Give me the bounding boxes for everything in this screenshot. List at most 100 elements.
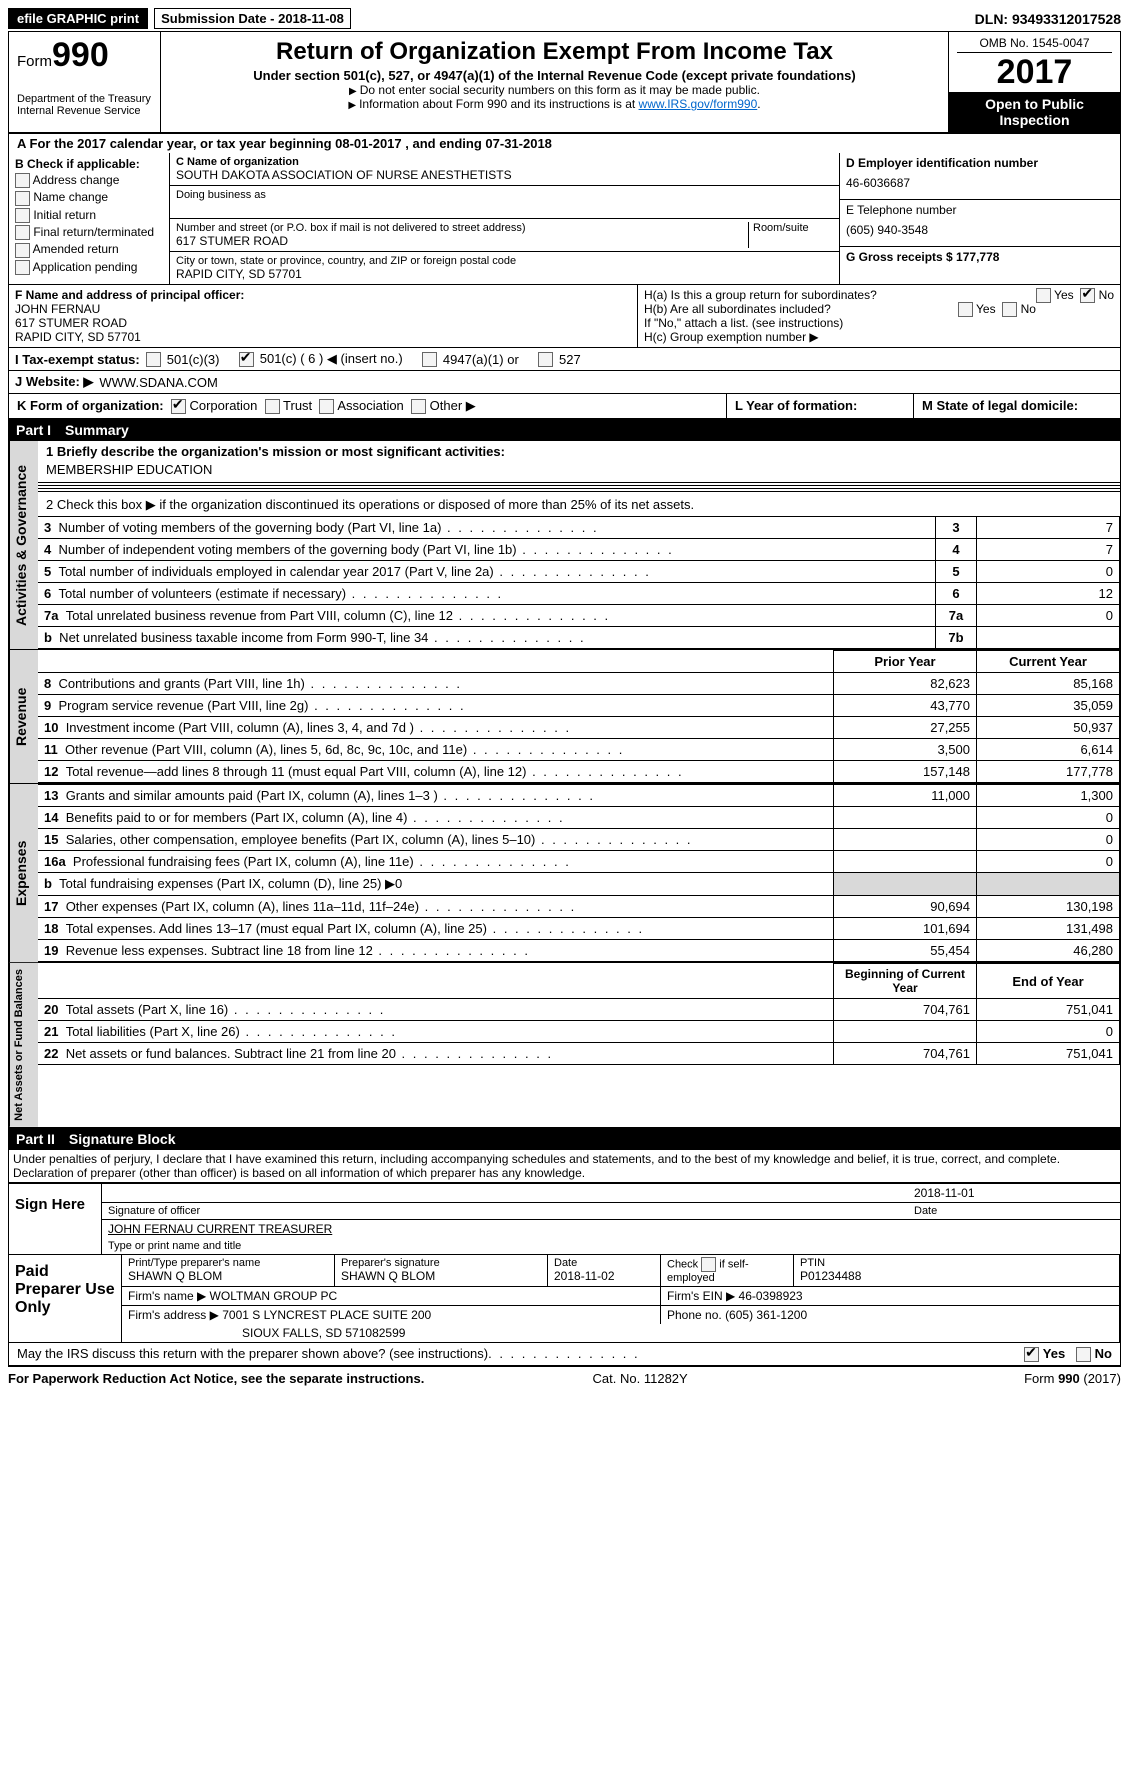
table-row: b Total fundraising expenses (Part IX, c…: [38, 873, 1120, 896]
preparer-sig: SHAWN Q BLOM: [341, 1269, 541, 1283]
table-row: 18 Total expenses. Add lines 13–17 (must…: [38, 918, 1120, 940]
line1-value: MEMBERSHIP EDUCATION: [38, 462, 1120, 480]
revenue-table: Prior YearCurrent Year 8 Contributions a…: [38, 650, 1120, 783]
dln: DLN: 93493312017528: [975, 11, 1121, 27]
line-i: I Tax-exempt status: 501(c)(3) 501(c) ( …: [8, 348, 1121, 371]
street: 617 STUMER ROAD: [176, 234, 744, 248]
form-header: Form990 Department of the Treasury Inter…: [8, 31, 1121, 134]
submission-date: Submission Date - 2018-11-08: [154, 8, 351, 29]
part2-header: Part IISignature Block: [8, 1128, 1121, 1150]
table-row: 3 Number of voting members of the govern…: [38, 517, 1120, 539]
ssn-note: Do not enter social security numbers on …: [169, 83, 940, 97]
col-deg: D Employer identification number 46-6036…: [840, 153, 1120, 284]
firm-city: SIOUX FALLS, SD 571082599: [122, 1324, 1120, 1342]
cb-initial[interactable]: Initial return: [33, 208, 96, 222]
org-name: SOUTH DAKOTA ASSOCIATION OF NURSE ANESTH…: [176, 168, 833, 182]
line2: 2 Check this box ▶ if the organization d…: [38, 494, 1120, 516]
paperwork-notice: For Paperwork Reduction Act Notice, see …: [8, 1371, 424, 1386]
info-note: Information about Form 990 and its instr…: [169, 97, 940, 111]
table-row: 11 Other revenue (Part VIII, column (A),…: [38, 739, 1120, 761]
sect-balances: Net Assets or Fund Balances Beginning of…: [8, 963, 1121, 1128]
table-row: 4 Number of independent voting members o…: [38, 539, 1120, 561]
preparer-label: Paid Preparer Use Only: [9, 1255, 122, 1342]
cb-final[interactable]: Final return/terminated: [33, 225, 154, 239]
firm-phone: (605) 361-1200: [725, 1308, 807, 1322]
dept-treasury: Department of the Treasury: [17, 93, 152, 105]
table-row: 21 Total liabilities (Part X, line 26)0: [38, 1021, 1120, 1043]
officer-label: F Name and address of principal officer:: [15, 288, 631, 302]
sig-date: 2018-11-01: [914, 1186, 1114, 1200]
org-name-label: C Name of organization: [176, 156, 833, 168]
sect-governance: Activities & Governance 1 Briefly descri…: [8, 441, 1121, 650]
vtab-governance: Activities & Governance: [9, 441, 38, 649]
firm-address: 7001 S LYNCREST PLACE SUITE 200: [222, 1308, 431, 1322]
sig-officer-label: Signature of officer: [108, 1205, 914, 1217]
table-row: 15 Salaries, other compensation, employe…: [38, 829, 1120, 851]
room-label: Room/suite: [753, 222, 833, 234]
footer: For Paperwork Reduction Act Notice, see …: [8, 1366, 1121, 1386]
line-a: A For the 2017 calendar year, or tax yea…: [8, 134, 1121, 153]
balance-table: Beginning of Current YearEnd of Year 20 …: [38, 963, 1120, 1065]
signature-block: Sign Here 2018-11-01 Signature of office…: [8, 1182, 1121, 1255]
perjury-text: Under penalties of perjury, I declare th…: [8, 1150, 1121, 1182]
public-inspection: Open to Public Inspection: [949, 92, 1120, 132]
f-h-block: F Name and address of principal officer:…: [8, 285, 1121, 348]
dba-label: Doing business as: [176, 189, 833, 201]
table-row: 7a Total unrelated business revenue from…: [38, 605, 1120, 627]
website: WWW.SDANA.COM: [99, 375, 217, 390]
officer-name: JOHN FERNAU: [15, 302, 631, 316]
preparer-date: 2018-11-02: [554, 1269, 654, 1283]
officer-city: RAPID CITY, SD 57701: [15, 330, 631, 344]
table-row: 13 Grants and similar amounts paid (Part…: [38, 785, 1120, 807]
efile-print-button[interactable]: efile GRAPHIC print: [8, 8, 148, 29]
phone: (605) 940-3548: [846, 217, 1114, 243]
table-row: 20 Total assets (Part X, line 16)704,761…: [38, 999, 1120, 1021]
sect-revenue: Revenue Prior YearCurrent Year 8 Contrib…: [8, 650, 1121, 784]
ein: 46-6036687: [846, 170, 1114, 196]
org-info-block: B Check if applicable: Address change Na…: [8, 153, 1121, 285]
table-row: 17 Other expenses (Part IX, column (A), …: [38, 896, 1120, 918]
name-title-label: Type or print name and title: [102, 1238, 1120, 1254]
sig-date-label: Date: [914, 1205, 1114, 1217]
line-klm: K Form of organization: Corporation Trus…: [8, 394, 1121, 419]
vtab-balances: Net Assets or Fund Balances: [9, 963, 38, 1127]
irs-label: Internal Revenue Service: [17, 105, 152, 117]
street-label: Number and street (or P.O. box if mail i…: [176, 222, 744, 234]
phone-label: E Telephone number: [846, 203, 1114, 217]
h-note: If "No," attach a list. (see instruction…: [644, 316, 1114, 330]
cb-amended[interactable]: Amended return: [33, 242, 119, 256]
table-row: 6 Total number of volunteers (estimate i…: [38, 583, 1120, 605]
cb-pending[interactable]: Application pending: [33, 260, 138, 274]
table-row: 5 Total number of individuals employed i…: [38, 561, 1120, 583]
table-row: 12 Total revenue—add lines 8 through 11 …: [38, 761, 1120, 783]
col-c: C Name of organization SOUTH DAKOTA ASSO…: [170, 153, 840, 284]
vtab-revenue: Revenue: [9, 650, 38, 783]
table-row: 16a Professional fundraising fees (Part …: [38, 851, 1120, 873]
line-l: L Year of formation:: [727, 394, 914, 418]
h-b: H(b) Are all subordinates included? Yes …: [644, 302, 1114, 316]
h-a: H(a) Is this a group return for subordin…: [644, 288, 1114, 302]
ptin: P01234488: [800, 1269, 1113, 1283]
h-c: H(c) Group exemption number ▶: [644, 330, 1114, 344]
firm-ein: 46-0398923: [739, 1289, 803, 1303]
tax-year: 2017: [957, 53, 1112, 92]
cb-name-change[interactable]: Name change: [33, 190, 108, 204]
table-row: 9 Program service revenue (Part VIII, li…: [38, 695, 1120, 717]
cat-no: Cat. No. 11282Y: [593, 1371, 688, 1386]
irs-link[interactable]: www.IRS.gov/form990: [639, 97, 758, 111]
line-j: J Website: ▶ WWW.SDANA.COM: [8, 371, 1121, 394]
table-row: 8 Contributions and grants (Part VIII, l…: [38, 673, 1120, 695]
omb-number: OMB No. 1545-0047: [957, 36, 1112, 53]
gov-table: 3 Number of voting members of the govern…: [38, 516, 1120, 649]
table-row: 22 Net assets or fund balances. Subtract…: [38, 1043, 1120, 1065]
form-title: Return of Organization Exempt From Incom…: [169, 38, 940, 66]
col-b: B Check if applicable: Address change Na…: [9, 153, 170, 284]
cb-address-change[interactable]: Address change: [33, 173, 120, 187]
city: RAPID CITY, SD 57701: [176, 267, 833, 281]
city-label: City or town, state or province, country…: [176, 255, 833, 267]
ein-label: D Employer identification number: [846, 156, 1114, 170]
b-title: B Check if applicable:: [15, 157, 163, 171]
table-row: b Net unrelated business taxable income …: [38, 627, 1120, 649]
officer-street: 617 STUMER ROAD: [15, 316, 631, 330]
officer-name-title: JOHN FERNAU CURRENT TREASURER: [108, 1222, 332, 1236]
